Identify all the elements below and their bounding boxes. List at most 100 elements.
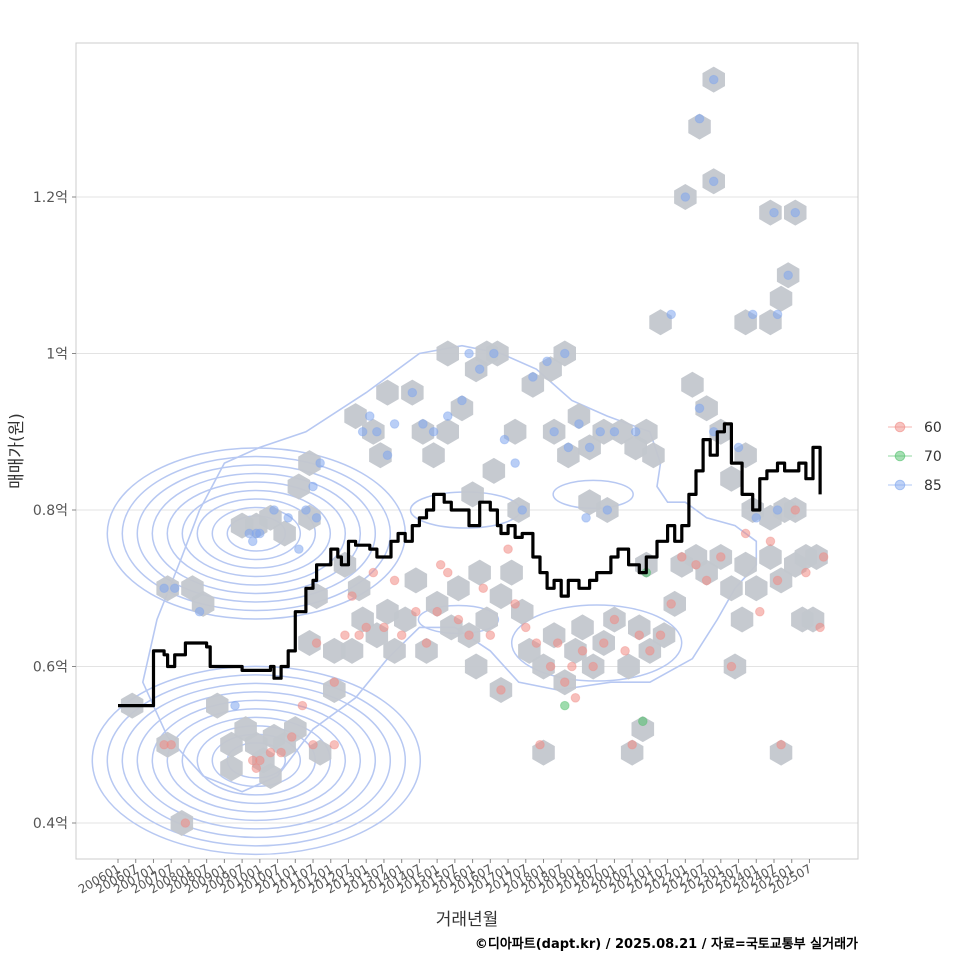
density-contour-ring: [106, 674, 407, 847]
density-contour-ring: [196, 498, 317, 569]
data-point-60: [411, 606, 421, 617]
data-point-85: [357, 426, 368, 437]
data-point-85: [517, 505, 528, 515]
legend-key: [894, 450, 906, 462]
hexbin: [298, 630, 321, 656]
data-point-60: [691, 559, 701, 570]
density-contour-ring: [181, 489, 332, 578]
data-point-60: [740, 528, 751, 539]
data-point-85: [751, 513, 762, 523]
data-point-85: [630, 426, 641, 437]
data-point-85: [694, 113, 705, 124]
data-point-85: [389, 419, 400, 429]
hexbin: [394, 606, 417, 633]
hexbin: [730, 606, 754, 633]
hexbin: [436, 340, 459, 367]
data-point-60: [716, 552, 726, 562]
data-point-60: [442, 567, 453, 578]
data-point-85: [747, 309, 758, 320]
data-point-85: [790, 207, 801, 218]
hexbin: [695, 559, 718, 586]
y-tick-label: 1억: [46, 347, 68, 363]
hexbin: [475, 606, 498, 633]
data-point-85: [169, 583, 180, 594]
data-point-60: [421, 638, 432, 648]
y-axis-ticks: 0.4억 0.6억 0.8억 1억 1.2억: [33, 190, 76, 832]
density-contour-ring: [211, 506, 302, 561]
hexbin: [436, 418, 459, 445]
data-point-60: [485, 630, 496, 641]
data-point-85: [315, 458, 325, 468]
data-point-60: [286, 732, 297, 742]
data-point-60: [666, 599, 676, 609]
density-contour-ring: [510, 604, 683, 682]
hexbin: [720, 575, 743, 602]
data-point-85: [574, 419, 584, 429]
data-point-85: [499, 434, 510, 445]
x-axis-ticks: 2006012006072007012007072008012008072009…: [76, 859, 814, 897]
data-point-60: [520, 622, 531, 633]
hexbin: [759, 544, 782, 570]
data-point-85: [294, 544, 304, 554]
y-tick-label: 1.2억: [33, 190, 68, 206]
hexbin: [617, 653, 640, 680]
data-point-60: [432, 606, 442, 617]
legend-key: [894, 479, 906, 491]
data-point-60: [755, 606, 765, 617]
data-point-85: [230, 700, 240, 711]
data-point-60: [379, 622, 389, 633]
data-point-60: [251, 763, 262, 774]
hexbin: [323, 677, 346, 703]
data-point-60: [297, 700, 308, 711]
data-point-85: [783, 270, 793, 281]
data-point-60: [588, 661, 598, 672]
hexbin: [464, 653, 488, 680]
data-point-60: [396, 630, 407, 641]
data-point-60: [655, 630, 666, 641]
hexbin: [571, 614, 594, 641]
data-point-60: [598, 638, 609, 648]
data-point-60: [311, 638, 322, 648]
data-point-70: [637, 716, 648, 727]
plot-border: [75, 42, 859, 860]
data-point-85: [474, 364, 485, 374]
data-point-60: [361, 622, 372, 633]
data-point-60: [726, 661, 737, 672]
data-point-85: [283, 513, 294, 523]
density-contour-ring: [151, 699, 362, 822]
data-point-85: [301, 505, 311, 515]
density-contour-ring: [136, 464, 377, 603]
hexbin: [461, 481, 484, 508]
hexbin: [376, 598, 399, 625]
hexbin: [567, 403, 591, 430]
hexbin: [631, 716, 655, 743]
hexbin: [323, 637, 346, 664]
hexbin: [805, 544, 828, 570]
hexbin: [376, 379, 399, 406]
data-point-60: [180, 818, 191, 828]
hexbin: [628, 614, 651, 641]
hexbin: [404, 567, 428, 594]
data-point-60: [435, 559, 446, 570]
hexbin: [695, 395, 718, 422]
data-point-60: [645, 646, 655, 656]
hexbin: [649, 309, 672, 336]
data-point-85: [708, 176, 719, 187]
data-point-60: [634, 630, 645, 641]
data-point-60: [340, 630, 350, 641]
hexbin-layer: [120, 66, 828, 836]
hexbin: [411, 418, 435, 445]
density-contour-ring: [151, 472, 362, 595]
density-contour-ring: [121, 455, 392, 612]
data-point-60: [545, 661, 556, 672]
data-point-60: [577, 646, 588, 656]
data-point-85: [269, 505, 279, 515]
legend-label: 60: [924, 420, 942, 436]
data-point-85: [255, 528, 265, 539]
density-contour-ring: [136, 691, 377, 830]
hexbin: [369, 442, 392, 469]
hexbin: [769, 285, 793, 312]
data-point-60: [453, 614, 464, 625]
data-point-60: [815, 622, 825, 633]
data-point-85: [666, 309, 676, 320]
